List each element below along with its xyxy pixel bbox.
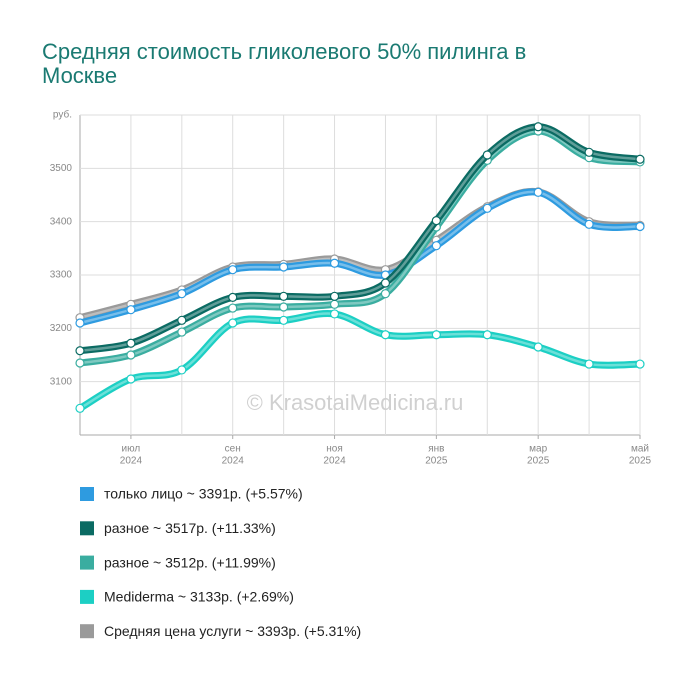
data-point (279, 302, 289, 312)
data-point (75, 346, 85, 356)
x-tick-label: 2025 (629, 456, 652, 467)
data-point (533, 122, 543, 132)
data-point (380, 330, 391, 340)
legend-label: только лицо ~ 3391р. (+5.57%) (104, 486, 303, 502)
legend-label: разное ~ 3512р. (+11.99%) (104, 554, 276, 570)
data-point (584, 147, 594, 157)
data-point (380, 289, 391, 299)
legend-swatch (80, 589, 94, 604)
data-point (635, 154, 645, 164)
data-point (482, 203, 492, 213)
data-point (380, 278, 391, 288)
data-point (329, 258, 340, 268)
x-tick-label: июл (122, 444, 141, 455)
data-point (75, 318, 85, 328)
data-point (635, 221, 645, 232)
data-point (228, 318, 238, 328)
data-point (177, 365, 187, 375)
y-tick-label: 3400 (50, 216, 73, 227)
data-point (329, 299, 340, 309)
data-point (228, 303, 238, 313)
data-point (431, 330, 441, 340)
data-point (126, 350, 136, 360)
legend-label: Mediderma ~ 3133р. (+2.69%) (104, 589, 294, 605)
data-point (635, 359, 645, 369)
x-tick-label: ноя (326, 444, 343, 455)
y-tick-label: 3200 (50, 323, 73, 334)
legend-swatch (80, 487, 94, 501)
data-point (126, 305, 136, 315)
data-point (533, 187, 543, 197)
x-tick-label: 2024 (222, 456, 245, 467)
data-point (329, 291, 340, 301)
data-point (482, 330, 492, 340)
y-tick-label: руб. (53, 109, 72, 121)
data-point (584, 219, 594, 229)
x-tick-label: мар (529, 444, 547, 455)
legend-label: разное ~ 3517р. (+11.33%) (104, 520, 276, 536)
data-point (177, 289, 187, 299)
x-tick-label: 2025 (527, 456, 550, 467)
legend-label: Средняя цена услуги ~ 3393р. (+5.31%) (104, 623, 361, 639)
data-point (75, 403, 85, 413)
data-point (228, 292, 238, 302)
x-tick-label: 2024 (323, 456, 346, 467)
data-point (329, 309, 340, 319)
x-tick-label: сен (225, 444, 241, 455)
x-tick-label: май (631, 444, 649, 455)
series-line-highlight (79, 125, 641, 352)
data-point (279, 262, 289, 272)
data-point (431, 241, 441, 251)
y-tick-label: 3500 (50, 163, 73, 174)
x-tick-label: 2025 (425, 456, 448, 467)
y-tick-label: 3300 (50, 270, 73, 281)
x-tick-label: 2024 (120, 456, 143, 467)
data-point (431, 216, 441, 226)
data-point (279, 315, 289, 325)
data-point (177, 315, 187, 325)
legend-swatch (80, 624, 94, 639)
data-point (584, 359, 594, 369)
data-point (126, 374, 136, 384)
chart-title: Средняя стоимость гликолевого 50% пилинг… (42, 39, 527, 88)
watermark: © KrasotaiMedicina.ru (247, 390, 464, 415)
series-line (76, 123, 644, 355)
data-point (75, 358, 85, 368)
data-point (177, 327, 187, 337)
data-point (126, 338, 136, 348)
x-tick-label: янв (428, 444, 444, 455)
legend-swatch (80, 555, 94, 570)
data-point (228, 265, 238, 275)
data-point (279, 291, 289, 301)
data-point (482, 150, 492, 160)
y-tick-label: 3100 (50, 376, 73, 387)
data-point (533, 342, 543, 352)
legend-swatch (80, 521, 94, 536)
